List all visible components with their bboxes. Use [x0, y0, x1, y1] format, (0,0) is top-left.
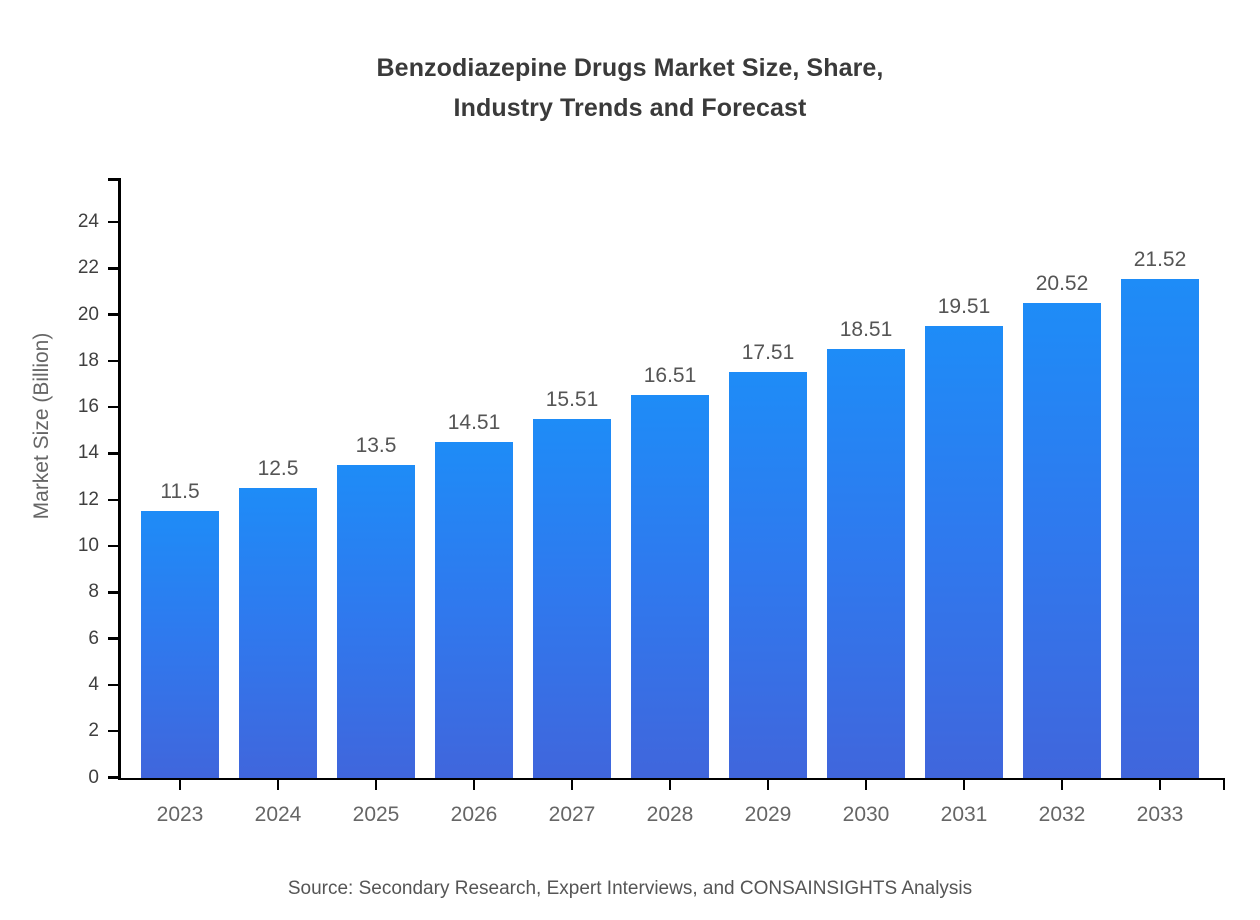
bar-value-label: 12.5 [257, 457, 299, 481]
x-axis-tick: 2025 [353, 780, 399, 826]
y-axis-title: Market Size (Billion) [30, 332, 53, 520]
y-axis-tick-label: 24 [77, 210, 99, 232]
y-axis-tick: 18 [78, 350, 118, 371]
x-axis-line [118, 777, 1225, 780]
y-axis-tick: 12 [78, 489, 118, 510]
y-axis-tick-label: 4 [88, 673, 99, 695]
y-axis-tick-label: 14 [77, 442, 99, 464]
bar-value-label: 20.52 [1035, 271, 1089, 295]
x-axis-tick-label: 2030 [842, 803, 890, 826]
y-axis-tick: 22 [78, 257, 118, 278]
bar-value-label: 18.51 [839, 318, 893, 342]
y-axis-tick-label: 16 [77, 396, 99, 418]
bar[interactable]: 19.51 [925, 295, 1003, 778]
chart-title: Benzodiazepine Drugs Market Size, Share,… [376, 54, 884, 122]
bar-value-label: 19.51 [937, 294, 991, 318]
x-axis-right-cap-tick [1222, 780, 1225, 790]
bar-value-label: 11.5 [160, 480, 200, 504]
bar[interactable]: 11.5 [141, 480, 219, 778]
bar[interactable]: 16.51 [631, 364, 709, 778]
y-axis-tick-label: 2 [88, 720, 99, 742]
x-axis-tick: 2031 [941, 780, 987, 826]
y-axis-tick-label: 22 [77, 257, 99, 279]
x-axis-tick-label: 2032 [1038, 803, 1086, 826]
y-axis-tick: 6 [88, 628, 118, 649]
x-axis-tick: 2029 [745, 780, 791, 826]
bar[interactable]: 17.51 [729, 341, 807, 778]
x-axis-tick: 2027 [549, 780, 595, 826]
y-axis-tick: 10 [78, 535, 118, 556]
y-axis-tick: 4 [88, 674, 118, 695]
x-axis-tick: 2026 [451, 780, 497, 826]
bar-value-label: 17.51 [741, 341, 795, 365]
x-axis-tick: 2024 [255, 780, 301, 826]
bar-value-label: 15.51 [545, 387, 599, 411]
plot-area: 0 2 4 6 8 10 12 14 16 18 20 22 24 2023 2024 2025 2026 20… [78, 178, 1225, 826]
bar[interactable]: 15.51 [533, 388, 611, 778]
bar[interactable]: 20.52 [1023, 272, 1101, 778]
x-axis-tick: 2023 [157, 780, 203, 826]
bar[interactable]: 18.51 [827, 318, 905, 778]
y-axis-tick-label: 18 [77, 349, 99, 371]
bar-value-label: 21.52 [1133, 248, 1187, 272]
y-axis-top-cap-tick [108, 178, 118, 181]
source-note: Source: Secondary Research, Expert Inter… [287, 878, 973, 899]
x-axis-tick-label: 2031 [940, 803, 988, 826]
y-axis-line [118, 178, 121, 780]
bar[interactable]: 13.5 [337, 434, 415, 778]
x-axis-tick-label: 2023 [156, 803, 204, 826]
y-axis-tick-label: 0 [88, 766, 99, 788]
x-axis-tick: 2028 [647, 780, 693, 826]
y-axis-tick: 14 [78, 442, 118, 463]
bar[interactable]: 21.52 [1121, 248, 1199, 778]
y-axis-tick-label: 10 [77, 535, 99, 557]
bar-value-label: 13.5 [355, 434, 397, 458]
bar-value-label: 14.51 [447, 410, 501, 434]
x-axis-tick-label: 2033 [1136, 803, 1184, 826]
y-axis-tick: 24 [78, 211, 118, 232]
x-axis-tick-label: 2026 [450, 803, 498, 826]
y-axis-tick-label: 6 [88, 627, 99, 649]
y-axis-tick: 16 [78, 396, 118, 417]
bar[interactable]: 12.5 [239, 457, 317, 778]
x-axis-tick-label: 2028 [646, 803, 694, 826]
x-axis-tick-label: 2025 [352, 803, 400, 826]
y-axis-tick: 2 [88, 720, 118, 741]
x-axis-tick-label: 2024 [254, 803, 302, 826]
y-axis-tick-label: 12 [77, 488, 99, 510]
bar[interactable]: 14.51 [435, 411, 513, 778]
x-axis-tick: 2032 [1039, 780, 1085, 826]
y-axis-tick: 20 [78, 304, 118, 325]
x-axis-tick: 2030 [843, 780, 889, 826]
y-axis-tick-label: 8 [88, 581, 99, 603]
x-axis-tick-label: 2027 [548, 803, 596, 826]
y-axis-tick-label: 20 [77, 303, 99, 325]
y-axis-tick: 0 [88, 767, 118, 788]
x-axis-tick-label: 2029 [744, 803, 792, 826]
x-axis-tick: 2033 [1137, 780, 1183, 826]
y-axis-tick: 8 [88, 581, 118, 602]
bar-value-label: 16.51 [643, 364, 697, 388]
